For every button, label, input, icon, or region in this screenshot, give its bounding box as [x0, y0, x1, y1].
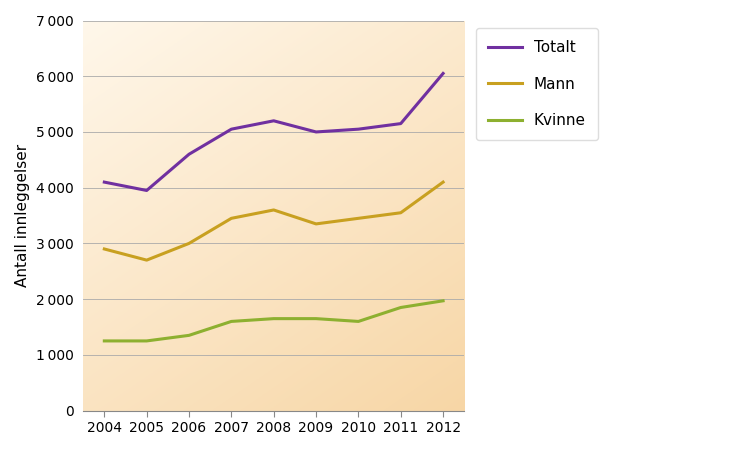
Legend: Totalt, Mann, Kvinne: Totalt, Mann, Kvinne [476, 28, 598, 140]
Y-axis label: Antall innleggelser: Antall innleggelser [15, 144, 30, 287]
